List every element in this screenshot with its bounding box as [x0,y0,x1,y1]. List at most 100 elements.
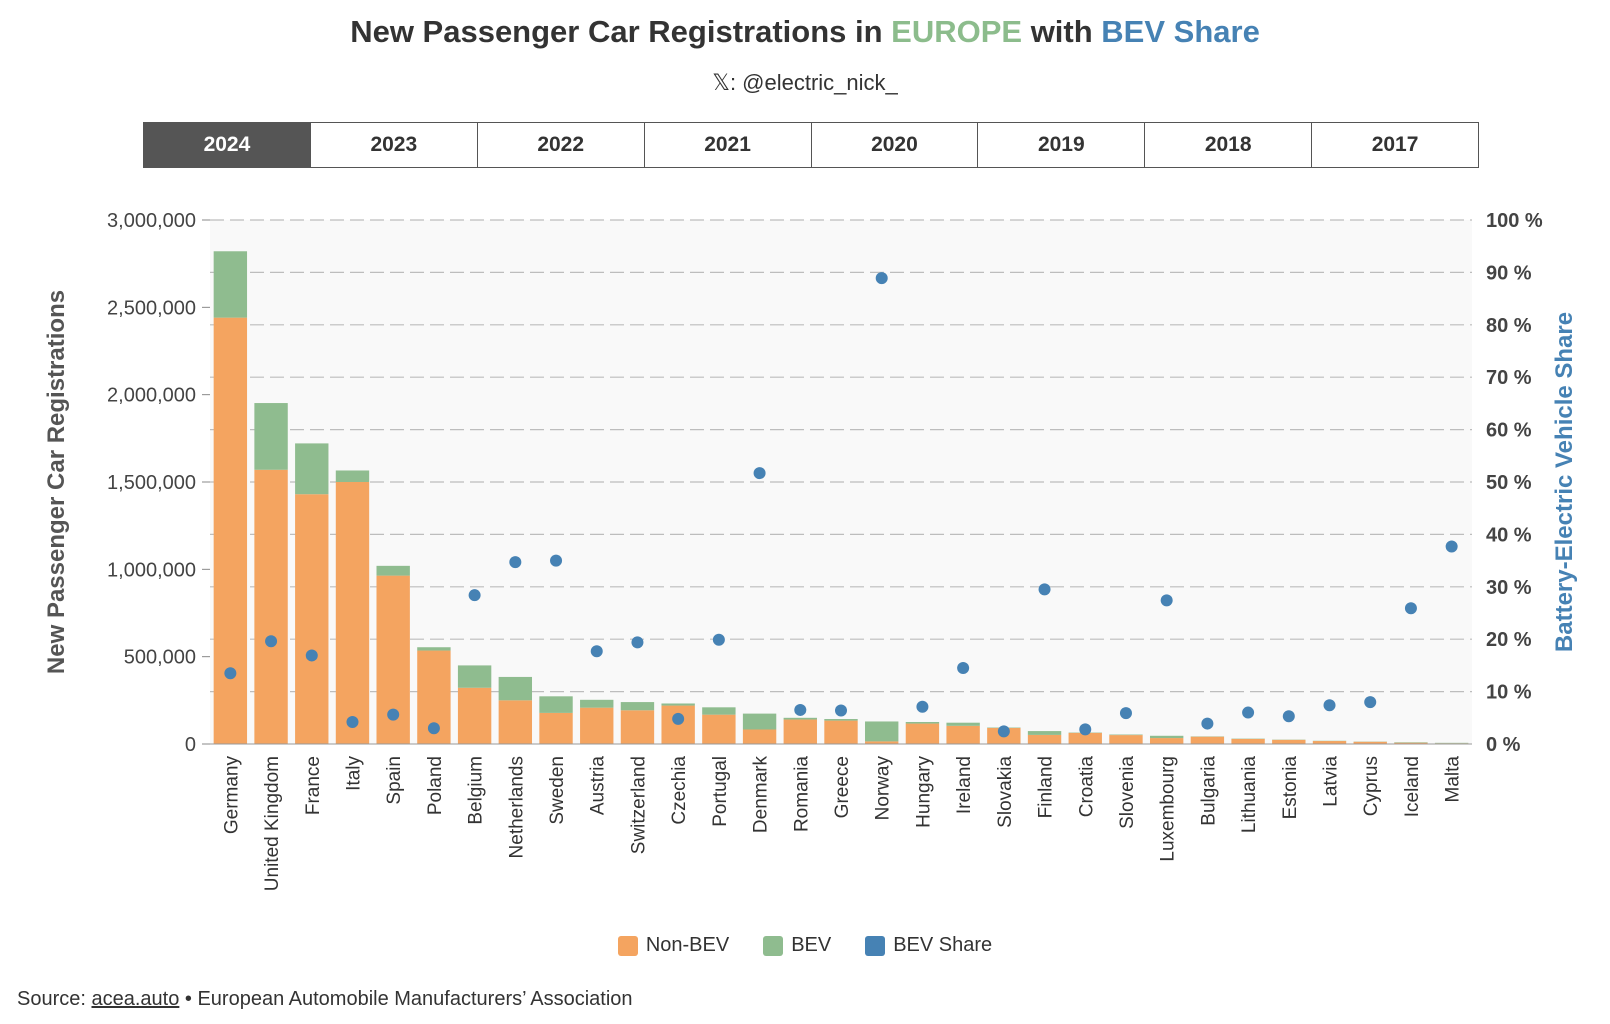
bev-share-point [1079,723,1092,736]
bar-bev [946,722,980,726]
bev-share-point [1242,706,1255,719]
x-tick-label: Poland [425,756,446,815]
legend-label-bev: BEV [791,934,832,956]
x-tick-label: Estonia [1280,756,1301,820]
x-tick-label: Czechia [669,756,690,825]
tab-2022[interactable]: 2022 [477,123,645,167]
x-tick-label: Iceland [1402,756,1423,817]
bar-non-bev [1394,742,1428,744]
tab-2017[interactable]: 2017 [1312,123,1478,167]
bar-non-bev [702,714,736,744]
x-tick-label: United Kingdom [262,756,283,891]
source-prefix: Source: [17,988,92,1010]
bar-bev [498,676,533,701]
bev-share-point [916,700,929,713]
source-suffix: • European Automobile Manufacturers’ Ass… [179,988,633,1010]
bar-non-bev [905,723,940,744]
bev-share-point [1323,699,1336,712]
y2-tick-label: 100 % [1486,210,1543,232]
bev-share-point [631,636,644,649]
tab-2020[interactable]: 2020 [811,123,979,167]
bar-bev [213,251,248,318]
y2-tick-label: 30 % [1486,577,1532,599]
legend-swatch-bev [763,935,784,956]
y2-tick-label: 40 % [1486,524,1532,546]
x-tick-label: Romania [791,756,812,832]
x-tick-label: Sweden [547,756,568,825]
x-tick-label: Malta [1443,756,1464,803]
bev-share-point [672,712,685,725]
bar-non-bev [865,741,899,744]
bar-bev [620,702,655,711]
bev-share-point [224,667,237,680]
title-europe: EUROPE [891,14,1023,49]
source-link[interactable]: acea.auto [91,988,180,1010]
bar-non-bev [1190,736,1225,744]
bar-non-bev [620,710,655,744]
bar-bev [335,470,370,482]
x-tick-label: Slovenia [1117,756,1138,829]
x-tick-label: Cyprus [1361,756,1382,816]
bar-non-bev [1353,741,1387,744]
bev-share-point [1201,717,1214,730]
bar-non-bev [457,687,492,744]
bar-bev [295,443,329,495]
bev-share-point [590,645,603,658]
chart-legend: Non-BEV BEV BEV Share [0,934,1610,957]
legend-swatch-non-bev [617,935,638,956]
registrations-chart: 0 500,000 1,000,000 1,500,000 2,000,000 2,500… [43,210,1578,891]
bev-share-point [875,272,888,285]
bar-bev [865,721,899,742]
bar-non-bev [824,720,858,744]
legend-item-bev[interactable]: BEV [763,934,831,957]
x-tick-label: Ireland [954,756,975,814]
bar-bev [254,403,288,470]
tab-2024[interactable]: 2024 [144,123,311,167]
x-tick-label: Netherlands [506,756,527,858]
bar-bev [1109,734,1143,736]
bar-non-bev [580,707,614,744]
bar-bev [783,717,817,720]
x-tick-label: Norway [873,756,894,821]
x-tick-label: France [303,756,324,815]
legend-label-non-bev: Non-BEV [645,934,730,956]
title-part1: New Passenger Car Registrations in [350,14,892,49]
y-tick-label: 1,000,000 [107,559,196,581]
bar-non-bev [1312,741,1347,744]
legend-item-bev-share[interactable]: BEV Share [865,934,992,957]
tab-2019[interactable]: 2019 [978,123,1146,167]
y-tick-label: 0 [185,734,196,756]
bar-bev [1149,735,1184,739]
tab-2023[interactable]: 2023 [310,123,478,167]
bev-share-point [1364,696,1377,709]
bev-share-point [753,467,766,480]
bar-bev [580,699,614,708]
y-tick-label: 500,000 [124,647,196,669]
bar-non-bev [295,494,329,744]
legend-item-non-bev[interactable]: Non-BEV [617,934,730,957]
x-tick-label: Italy [343,756,364,791]
bar-non-bev [1027,734,1062,744]
bar-non-bev [1149,738,1184,744]
bev-share-point [835,704,847,717]
bev-share-point [387,708,400,721]
x-tick-label: Hungary [913,756,934,828]
bar-non-bev [539,712,573,744]
x-tick-label: Portugal [710,756,731,827]
tab-2021[interactable]: 2021 [644,123,812,167]
bar-non-bev [1272,739,1306,744]
bev-share-point [1119,707,1132,720]
x-tick-label: Switzerland [628,756,649,854]
y-tick-label: 3,000,000 [107,210,196,232]
chart-subtitle: 𝕏: @electric_nick_ [712,70,898,95]
x-tick-label: Latvia [1321,756,1342,807]
bar-non-bev [742,729,777,744]
tab-2018[interactable]: 2018 [1145,123,1313,167]
y2-tick-label: 20 % [1486,629,1532,651]
title-part2: with [1022,14,1102,49]
x-tick-label: Luxembourg [1158,756,1179,862]
bev-share-point [957,662,970,675]
x-tick-label: Lithuania [1239,756,1260,834]
bev-share-point [468,589,481,602]
x-tick-label: Austria [588,756,609,816]
